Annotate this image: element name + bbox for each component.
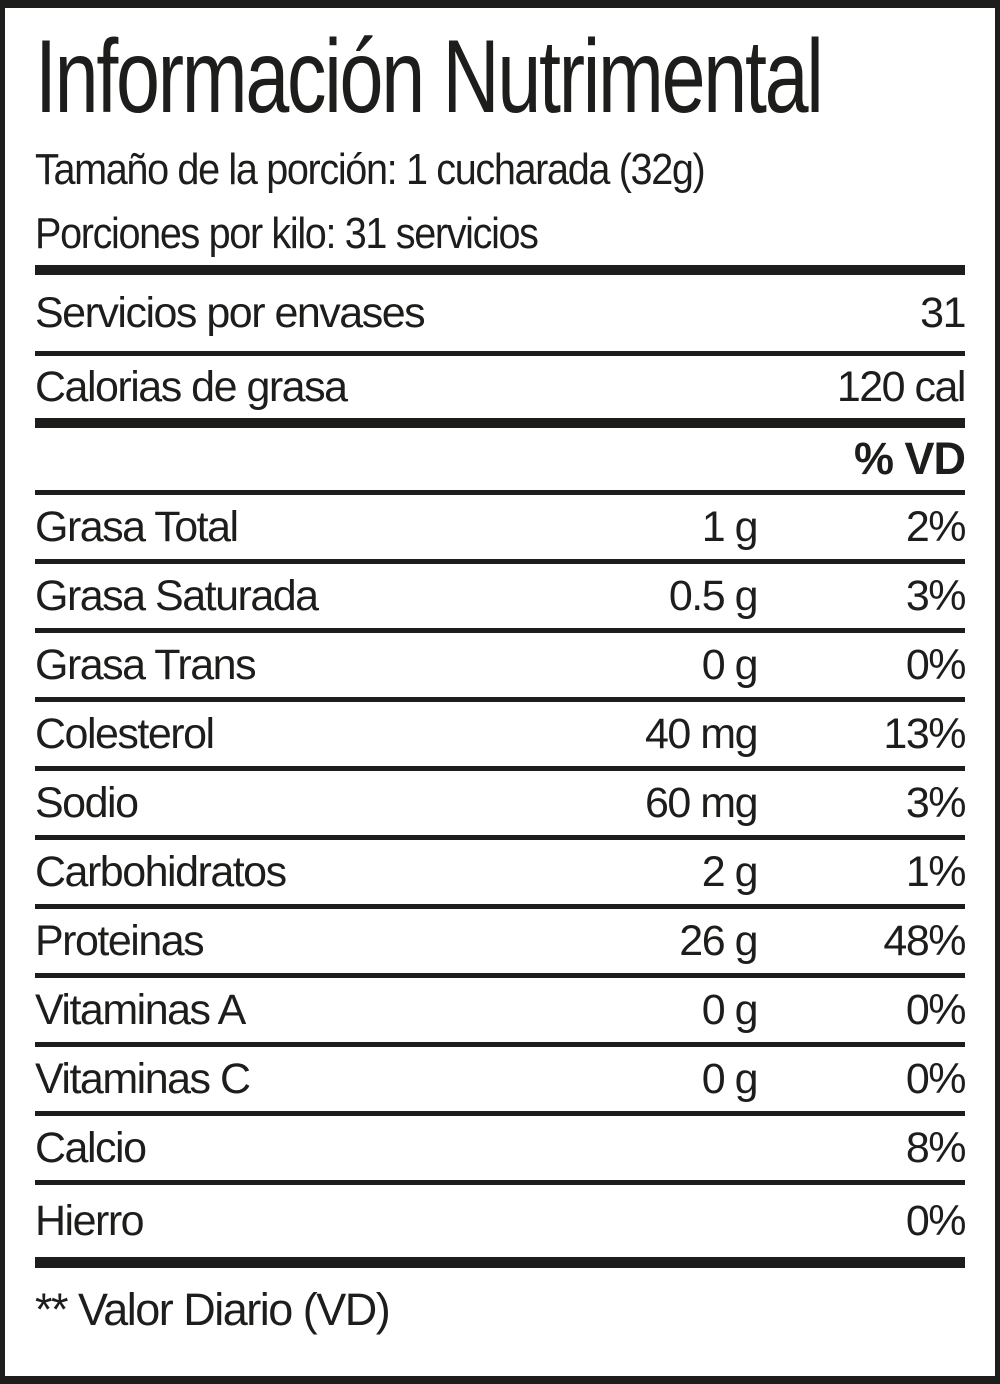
nutrient-name: Grasa Trans xyxy=(35,640,257,689)
nutrient-row: Proteinas 26 g 48% xyxy=(35,904,967,973)
nutrient-daily-value: 8% xyxy=(905,1123,967,1172)
percent-daily-value-header-row: % VD xyxy=(35,428,966,490)
nutrient-row: Colesterol 40 mg 13% xyxy=(35,697,967,766)
nutrient-daily-value: 0% xyxy=(905,1196,967,1245)
nutrient-name: Vitaminas C xyxy=(35,1054,251,1103)
nutrient-row: Grasa Saturada 0.5 g 3% xyxy=(35,559,967,628)
serving-size-text: Tamaño de la porción: 1 cucharada (32g) xyxy=(35,145,706,195)
page-title: Información Nutrimental xyxy=(35,22,965,132)
nutrient-row: Vitaminas A 0 g 0% xyxy=(35,973,967,1042)
nutrient-row: Grasa Total 1 g 2% xyxy=(35,490,967,559)
divider-thick-top xyxy=(35,265,965,275)
nutrient-amount: 40 mg xyxy=(644,709,759,758)
nutrient-daily-value: 1% xyxy=(905,847,967,896)
info-row-label: Calorias de grasa xyxy=(35,362,348,411)
nutrient-amount: 26 g xyxy=(679,916,758,965)
info-row-label: Servicios por envases xyxy=(35,288,426,337)
nutrient-daily-value: 48% xyxy=(883,916,966,965)
nutrient-daily-value: 3% xyxy=(905,778,967,827)
nutrient-name: Carbohidratos xyxy=(35,847,287,896)
nutrient-row: Vitaminas C 0 g 0% xyxy=(35,1042,967,1111)
nutrient-daily-value: 0% xyxy=(905,1054,967,1103)
nutrient-name: Proteinas xyxy=(35,916,205,965)
nutrient-name: Colesterol xyxy=(35,709,215,758)
nutrient-amount: 0 g xyxy=(701,640,759,689)
nutrient-amount: 0 g xyxy=(701,1054,759,1103)
nutrient-amount: 0.5 g xyxy=(668,571,759,620)
percent-daily-value-header: % VD xyxy=(853,433,966,484)
nutrient-row: Sodio 60 mg 3% xyxy=(35,766,967,835)
info-row-value: 120 cal xyxy=(836,362,967,411)
nutrient-row: Calcio 8% xyxy=(35,1111,967,1180)
nutrient-row: Carbohidratos 2 g 1% xyxy=(35,835,967,904)
nutrient-row: Grasa Trans 0 g 0% xyxy=(35,628,967,697)
divider-thick-middle xyxy=(35,418,965,428)
nutrient-daily-value: 0% xyxy=(905,985,967,1034)
page-title-text: Información Nutrimental xyxy=(35,19,824,135)
servings-per-kilo-text: Porciones por kilo: 31 servicios xyxy=(35,208,539,258)
nutrient-amount: 2 g xyxy=(701,847,759,896)
nutrient-name: Grasa Saturada xyxy=(35,571,319,620)
nutrient-amount: 1 g xyxy=(701,502,759,551)
nutrients-table: Grasa Total 1 g 2% Grasa Saturada 0.5 g … xyxy=(35,490,967,1257)
daily-value-footnote: ** Valor Diario (VD) xyxy=(35,1284,391,1335)
nutrient-daily-value: 3% xyxy=(905,571,967,620)
info-rows-section: Servicios por envases 31 Calorias de gra… xyxy=(35,275,967,418)
nutrient-name: Calcio xyxy=(35,1123,147,1172)
nutrient-daily-value: 13% xyxy=(883,709,966,758)
nutrient-name: Sodio xyxy=(35,778,139,827)
info-row-value: 31 xyxy=(920,288,966,337)
divider-thick-bottom xyxy=(35,1257,965,1268)
label-header: Información Nutrimental Tamaño de la por… xyxy=(35,8,965,265)
nutrient-amount: 0 g xyxy=(701,985,759,1034)
nutrient-row: Hierro 0% xyxy=(35,1180,967,1257)
nutrient-name: Hierro xyxy=(35,1196,145,1245)
nutrient-name: Vitaminas A xyxy=(35,985,246,1034)
nutrient-name: Grasa Total xyxy=(35,502,239,551)
nutrient-daily-value: 2% xyxy=(905,502,967,551)
nutrient-amount: 60 mg xyxy=(644,778,759,827)
nutrient-daily-value: 0% xyxy=(905,640,967,689)
info-row: Calorias de grasa 120 cal xyxy=(35,351,967,418)
info-row: Servicios por envases 31 xyxy=(35,275,966,351)
